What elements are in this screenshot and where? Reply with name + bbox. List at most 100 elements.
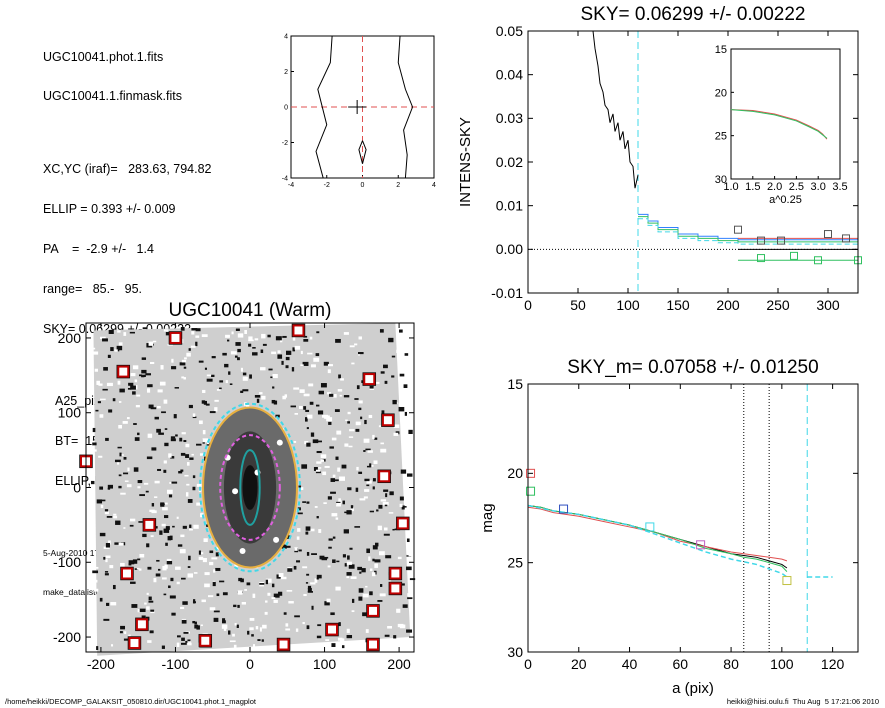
noise-speck bbox=[356, 385, 360, 390]
noise-speck bbox=[332, 559, 336, 563]
noise-speck bbox=[105, 543, 110, 548]
noise-speck bbox=[365, 629, 369, 633]
noise-speck bbox=[247, 630, 250, 635]
noise-speck bbox=[163, 528, 170, 533]
masked-spot bbox=[273, 536, 280, 543]
noise-speck bbox=[307, 352, 313, 355]
noise-speck bbox=[96, 646, 99, 651]
noise-speck bbox=[122, 421, 128, 424]
noise-speck bbox=[123, 456, 127, 460]
noise-speck bbox=[235, 328, 240, 331]
noise-speck bbox=[129, 524, 134, 527]
noise-speck bbox=[326, 598, 331, 603]
noise-speck bbox=[372, 545, 378, 550]
noise-speck bbox=[132, 559, 138, 564]
noise-speck bbox=[292, 336, 296, 341]
noise-speck bbox=[374, 563, 378, 568]
mag-plot-xtick-label: 120 bbox=[821, 656, 845, 672]
mag-marker bbox=[696, 540, 706, 550]
noise-speck bbox=[331, 513, 338, 517]
noise-speck bbox=[369, 463, 372, 468]
noise-speck bbox=[181, 577, 186, 580]
noise-speck bbox=[324, 465, 330, 468]
mag-plot-xtick-label: 80 bbox=[723, 656, 739, 672]
noise-speck bbox=[136, 567, 140, 570]
noise-speck bbox=[310, 364, 316, 368]
noise-speck bbox=[142, 533, 147, 538]
noise-speck bbox=[277, 354, 283, 359]
noise-speck bbox=[100, 504, 104, 509]
noise-speck bbox=[401, 505, 405, 510]
noise-speck bbox=[332, 474, 336, 478]
noise-speck bbox=[114, 349, 118, 352]
noise-speck bbox=[406, 629, 413, 633]
noise-speck bbox=[397, 623, 404, 628]
noise-speck bbox=[240, 578, 244, 583]
info-line: XC,YC (iraf)= 283.63, 794.82 bbox=[43, 161, 212, 176]
noise-speck bbox=[378, 551, 385, 556]
noise-speck bbox=[118, 485, 122, 489]
noise-speck bbox=[378, 504, 383, 509]
contour-ytick-label: 2 bbox=[284, 69, 288, 76]
noise-speck bbox=[172, 525, 175, 528]
noise-speck bbox=[134, 437, 140, 441]
noise-speck bbox=[267, 334, 271, 338]
noise-speck bbox=[201, 400, 206, 404]
contour-ytick-label: -2 bbox=[282, 140, 288, 147]
noise-speck bbox=[409, 397, 414, 401]
noise-speck bbox=[146, 592, 149, 595]
image-ytick-label: 0 bbox=[73, 479, 81, 495]
noise-speck bbox=[241, 601, 247, 605]
noise-speck bbox=[191, 331, 195, 335]
noise-speck bbox=[356, 466, 359, 471]
noise-speck bbox=[380, 499, 387, 502]
noise-speck bbox=[180, 534, 185, 538]
noise-speck bbox=[200, 624, 203, 627]
noise-speck bbox=[346, 628, 350, 633]
noise-speck bbox=[130, 385, 136, 390]
noise-speck bbox=[133, 423, 137, 425]
noise-speck bbox=[362, 593, 369, 598]
noise-speck bbox=[175, 434, 178, 437]
noise-speck bbox=[105, 437, 109, 441]
noise-speck bbox=[350, 505, 354, 509]
data-square bbox=[757, 254, 765, 263]
noise-speck bbox=[313, 466, 318, 471]
noise-speck bbox=[327, 496, 332, 500]
data-square bbox=[824, 230, 832, 239]
noise-speck bbox=[160, 365, 164, 370]
isophote-ellipse bbox=[239, 449, 261, 526]
noise-speck bbox=[100, 398, 106, 401]
noise-speck bbox=[285, 623, 289, 627]
noise-speck bbox=[327, 392, 332, 395]
noise-speck bbox=[338, 374, 341, 379]
noise-speck bbox=[391, 355, 396, 358]
masked-star-box bbox=[128, 637, 141, 650]
noise-speck bbox=[265, 600, 268, 603]
noise-speck bbox=[307, 591, 313, 593]
noise-speck bbox=[91, 579, 98, 583]
noise-speck bbox=[380, 371, 385, 374]
noise-speck bbox=[141, 357, 147, 360]
noise-speck bbox=[397, 556, 402, 560]
noise-speck bbox=[196, 625, 200, 630]
noise-speck bbox=[112, 584, 116, 590]
noise-speck bbox=[249, 627, 254, 631]
noise-speck bbox=[162, 565, 167, 571]
noise-speck bbox=[257, 639, 261, 641]
noise-speck bbox=[181, 432, 186, 435]
noise-speck bbox=[383, 364, 388, 369]
noise-speck bbox=[206, 374, 212, 377]
noise-speck bbox=[175, 566, 181, 570]
noise-speck bbox=[104, 509, 109, 512]
noise-speck bbox=[310, 432, 315, 437]
noise-speck bbox=[147, 388, 151, 393]
masked-spot bbox=[232, 488, 239, 495]
noise-speck bbox=[405, 461, 411, 464]
noise-speck bbox=[251, 634, 254, 637]
noise-speck bbox=[374, 437, 378, 440]
noise-speck bbox=[152, 340, 157, 343]
noise-speck bbox=[106, 516, 113, 518]
noise-speck bbox=[346, 561, 352, 565]
noise-speck bbox=[117, 330, 121, 333]
